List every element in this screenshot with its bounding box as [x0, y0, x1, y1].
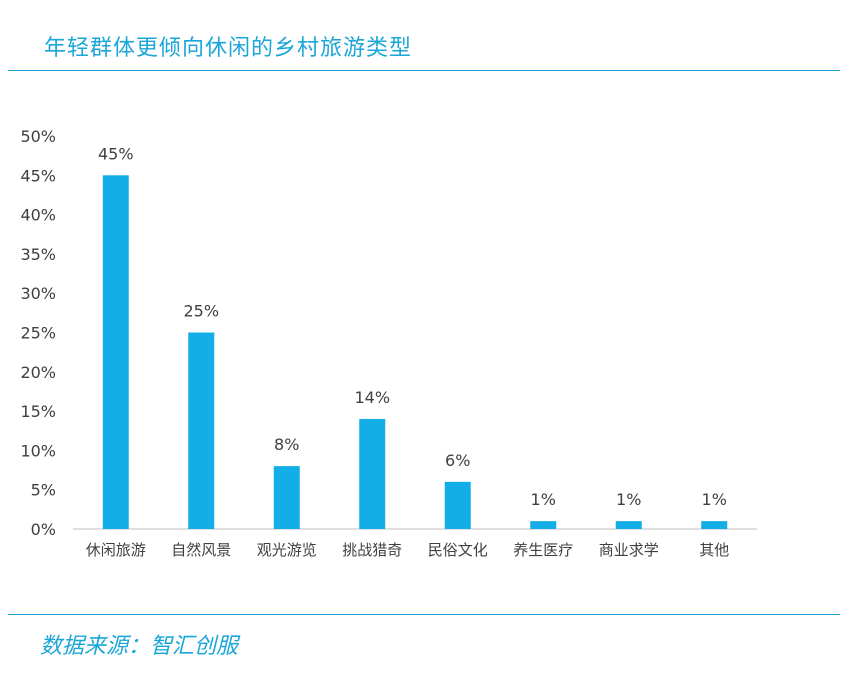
title-divider: [8, 70, 840, 71]
category-labels: 休闲旅游 自然风景 观光游览 挑战猎奇 民俗文化 养生医疗 商业求学 其他: [86, 541, 730, 559]
y-tick-label: 25%: [20, 324, 56, 343]
source-name: 智汇创服: [150, 634, 239, 659]
y-tick-label: 35%: [20, 245, 56, 264]
y-tick-label: 15%: [20, 402, 56, 421]
bar: [359, 418, 386, 529]
value-label: 1%: [616, 490, 641, 509]
bar: [188, 332, 215, 529]
category-label: 自然风景: [171, 541, 231, 559]
category-label: 商业求学: [599, 541, 659, 559]
category-label: 休闲旅游: [86, 541, 146, 559]
category-label: 观光游览: [257, 541, 317, 559]
category-label: 养生医疗: [513, 541, 573, 559]
bar: [701, 521, 728, 529]
y-tick-label: 5%: [31, 481, 56, 500]
bar: [615, 521, 642, 529]
y-tick-label: 0%: [31, 520, 56, 539]
value-label: 14%: [354, 388, 390, 407]
value-label: 6%: [445, 451, 470, 470]
y-tick-label: 20%: [20, 363, 56, 382]
bar: [102, 175, 129, 530]
value-label: 25%: [183, 302, 219, 321]
chart-title: 年轻群体更倾向休闲的乡村旅游类型: [44, 36, 413, 61]
source-label: 数据来源：: [40, 634, 151, 659]
value-labels: 45% 25% 8% 14% 6% 1% 1% 1%: [98, 144, 727, 509]
y-tick-label: 40%: [20, 206, 56, 225]
y-tick-label: 10%: [20, 441, 56, 460]
data-source: 数据来源：智汇创服: [40, 628, 238, 660]
bars: [102, 175, 728, 530]
category-label: 其他: [699, 541, 729, 559]
y-tick-label: 30%: [20, 284, 56, 303]
bar: [273, 466, 300, 529]
category-label: 挑战猎奇: [342, 541, 402, 559]
source-divider: [8, 614, 840, 615]
value-label: 1%: [702, 490, 727, 509]
y-tick-labels: 0% 5% 10% 15% 20% 25% 30% 35% 40% 45% 50%: [20, 127, 56, 539]
value-label: 45%: [98, 144, 134, 163]
category-label: 民俗文化: [428, 541, 488, 559]
y-tick-label: 45%: [20, 166, 56, 185]
value-label: 8%: [274, 435, 299, 454]
y-tick-label: 50%: [20, 127, 56, 146]
value-label: 1%: [531, 490, 556, 509]
bar: [530, 521, 557, 529]
bar: [444, 481, 471, 529]
